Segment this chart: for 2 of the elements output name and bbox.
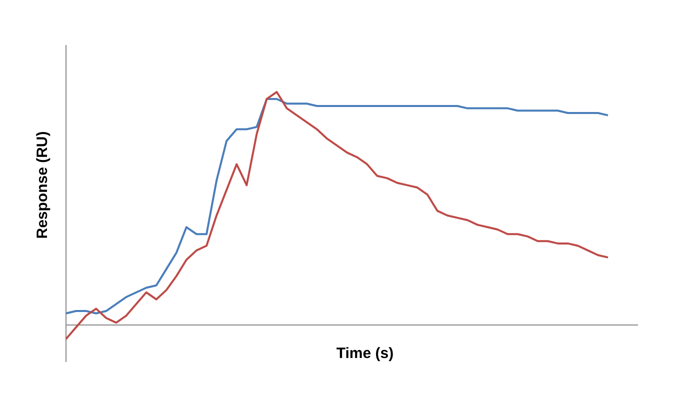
- y-axis-title: Response (RU): [34, 131, 51, 239]
- x-axis-title: Time (s): [336, 345, 394, 362]
